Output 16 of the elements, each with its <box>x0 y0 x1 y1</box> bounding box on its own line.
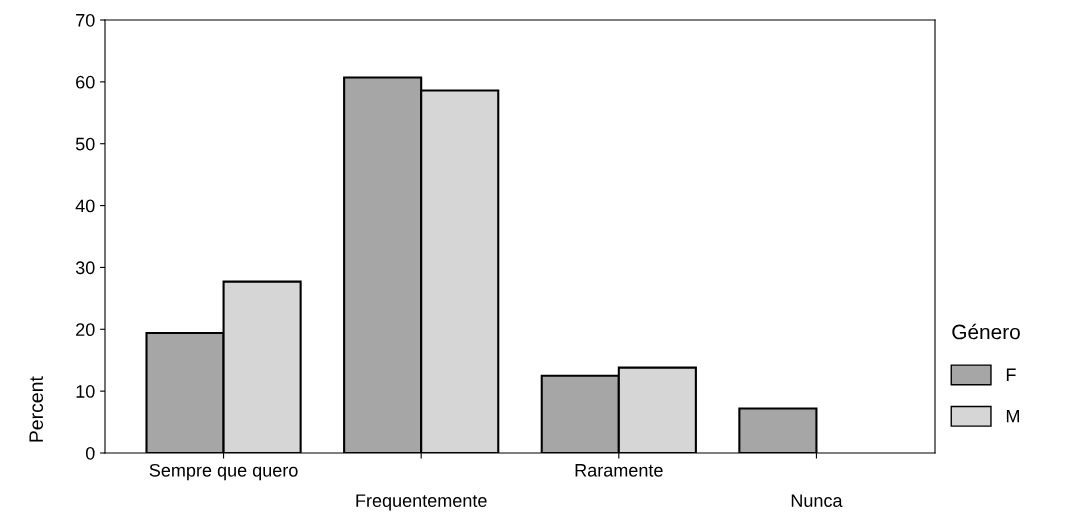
x-tick-label: Raramente <box>575 464 663 477</box>
y-tick-label: 30 <box>75 261 95 275</box>
y-tick-label: 70 <box>76 13 95 27</box>
y-tick-label: 60 <box>76 75 95 89</box>
y-tick-label: 10 <box>76 385 95 398</box>
legend-label: F <box>1006 368 1016 381</box>
y-tick-label: 40 <box>75 199 95 213</box>
y-tick-label: 20 <box>76 323 95 337</box>
legend-label: M <box>1006 409 1019 423</box>
y-axis-title: Percent <box>29 376 44 442</box>
x-tick-label: Nunca <box>791 494 843 507</box>
x-tick-label: Frequentemente <box>356 494 487 511</box>
y-tick-label: 0 <box>85 446 95 460</box>
y-tick-label: 50 <box>75 137 95 151</box>
legend-title: Género <box>952 323 1020 340</box>
x-tick-label: Sempre que quero <box>149 463 298 481</box>
